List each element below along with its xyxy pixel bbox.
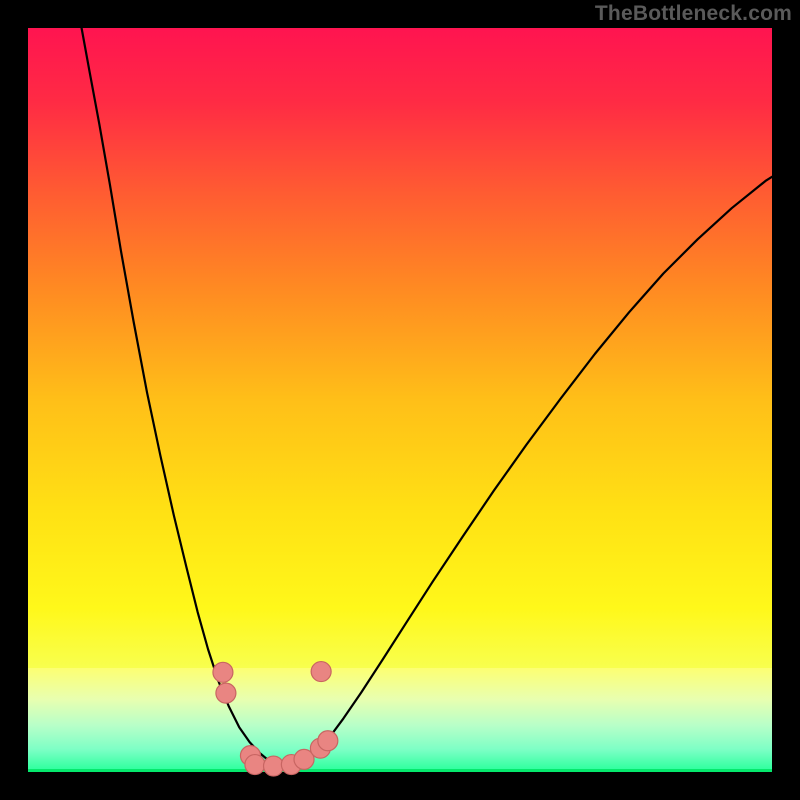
marker-point [318,731,338,751]
watermark-text: TheBottleneck.com [595,2,792,26]
chart-stage: TheBottleneck.com [0,0,800,800]
marker-point [216,683,236,703]
marker-point [245,755,265,775]
marker-point [264,756,284,776]
curve-right [297,177,772,766]
curve-layer [28,28,772,772]
plot-area [28,28,772,772]
marker-point [213,662,233,682]
marker-point [311,662,331,682]
curve-left [82,28,278,766]
markers-group [213,662,338,776]
